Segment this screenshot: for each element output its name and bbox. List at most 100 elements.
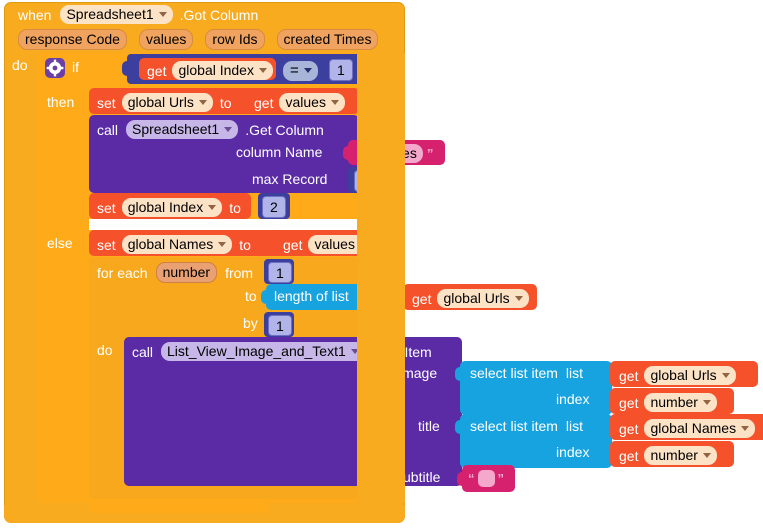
else-label: else [47, 235, 73, 251]
variable-name: values [285, 94, 326, 110]
length-of-list-plug [261, 290, 269, 304]
variable-dropdown-global-names-2[interactable]: global Names [644, 419, 756, 438]
then-label: then [47, 94, 75, 110]
variable-dropdown-values[interactable]: values [279, 93, 345, 112]
variable-name: values [314, 236, 355, 252]
select-list-item-block-title[interactable] [460, 414, 612, 468]
if-block-mid-bar [37, 219, 89, 230]
get-label: get [254, 94, 274, 111]
variable-name: global Urls [127, 94, 194, 110]
arg-label-subtitle: subtitle [396, 469, 441, 485]
get-label: get [619, 394, 639, 411]
to-label: to [239, 236, 251, 253]
index-arg-label-image: index [556, 391, 590, 407]
get-global-names-row: get global Names [619, 419, 756, 438]
for-each-foot [124, 486, 270, 500]
comparison-operator-label: = [290, 62, 299, 79]
for-each-foot-notch [136, 486, 152, 492]
close-quote-icon: ” [426, 146, 434, 161]
event-header-row: when Spreadsheet1 .Got Column [18, 5, 258, 24]
list-arg-label: list [565, 418, 584, 434]
text-block-subtitle-plug [457, 472, 465, 486]
event-param-row-ids[interactable]: row Ids [205, 29, 265, 50]
chevron-down-icon [158, 11, 167, 17]
call-component-label: List_View_Image_and_Text1 [167, 343, 346, 359]
chevron-down-icon [330, 99, 339, 105]
loop-to-label: to [245, 288, 257, 304]
index-arg-label-title: index [556, 444, 590, 460]
event-params-row: response Code values row Ids created Tim… [18, 29, 379, 50]
to-label: to [229, 199, 241, 216]
get-label: get [619, 420, 639, 437]
chevron-down-icon [721, 372, 730, 378]
call-component-dropdown-listview[interactable]: List_View_Image_and_Text1 [161, 342, 365, 361]
variable-dropdown-global-index-set[interactable]: global Index [121, 198, 223, 217]
select-list-item-label: select list item [470, 418, 558, 434]
if-block-right-gap [357, 53, 405, 503]
chevron-down-icon [741, 425, 750, 431]
variable-name: number [650, 394, 698, 410]
variable-dropdown-global-names[interactable]: global Names [121, 235, 233, 254]
event-block-bottom-edge [4, 513, 405, 523]
comparison-left-plug [122, 61, 130, 76]
variable-dropdown-global-urls-2[interactable]: global Urls [644, 366, 736, 385]
loop-do-label: do [97, 342, 113, 358]
text-field-subtitle[interactable] [477, 470, 495, 487]
when-label: when [18, 6, 52, 23]
set-label: set [97, 94, 116, 111]
number-field-from-1[interactable]: 1 [268, 262, 292, 283]
variable-dropdown-global-urls[interactable]: global Urls [121, 93, 213, 112]
chevron-down-icon [514, 295, 523, 301]
call-method-label: .Get Column [245, 121, 324, 138]
chevron-down-icon [224, 126, 233, 132]
for-each-header-row: for each number from [97, 262, 253, 283]
variable-dropdown-global-urls-1[interactable]: global Urls [437, 289, 529, 308]
if-label: if [72, 59, 79, 75]
get-label: get [412, 290, 432, 307]
select-list-item-block-image[interactable] [460, 361, 612, 415]
event-do-label: do [12, 57, 28, 73]
loop-by-label: by [243, 315, 258, 331]
variable-name: number [650, 447, 698, 463]
chevron-down-icon [350, 348, 359, 354]
variable-dropdown-number-2[interactable]: number [644, 446, 717, 465]
gear-icon[interactable] [45, 58, 65, 78]
select-list-item-title-row: select list item list [470, 419, 583, 433]
event-param-response-code[interactable]: response Code [18, 29, 127, 50]
get-label: get [619, 367, 639, 384]
variable-dropdown-global-index[interactable]: global Index [172, 61, 273, 80]
set-global-urls-row: set global Urls to [97, 93, 232, 112]
call-component-dropdown-spreadsheet1[interactable]: Spreadsheet1 [126, 120, 239, 139]
if-block-foot [89, 499, 270, 513]
get-label: get [283, 236, 303, 253]
call-get-column-header: call Spreadsheet1 .Get Column [97, 120, 324, 139]
event-component-dropdown[interactable]: Spreadsheet1 [60, 5, 173, 24]
from-label: from [225, 264, 254, 281]
number-field-1[interactable]: 1 [329, 59, 353, 81]
length-of-list-label: length of list [274, 288, 349, 304]
select-list-item-image-plug [455, 367, 463, 381]
select-list-item-title-plug [455, 420, 463, 434]
arg-label-max-record: max Record [252, 171, 328, 187]
variable-name: global Index [178, 62, 254, 78]
number-field-2[interactable]: 2 [262, 196, 286, 218]
get-number-row-2: get number [619, 446, 717, 465]
set-global-index-row: set global Index to [97, 198, 241, 217]
variable-name: global Urls [443, 290, 510, 306]
event-param-created-times[interactable]: created Times [276, 29, 379, 50]
set-global-names-row: set global Names to [97, 235, 251, 254]
call-label: call [97, 121, 119, 138]
get-label: get [619, 447, 639, 464]
call-component-label: Spreadsheet1 [132, 121, 220, 137]
call-add-item-block[interactable] [124, 337, 462, 486]
loop-variable-field[interactable]: number [155, 262, 218, 283]
variable-dropdown-number-1[interactable]: number [644, 393, 717, 412]
event-param-values[interactable]: values [138, 29, 194, 50]
arg-label-title: title [418, 418, 440, 434]
variable-name: global Urls [650, 367, 717, 383]
comparison-operator-dropdown[interactable]: = [283, 61, 318, 81]
chevron-down-icon [258, 67, 267, 73]
number-field-by-1[interactable]: 1 [268, 315, 292, 336]
event-component-label: Spreadsheet1 [66, 6, 154, 22]
